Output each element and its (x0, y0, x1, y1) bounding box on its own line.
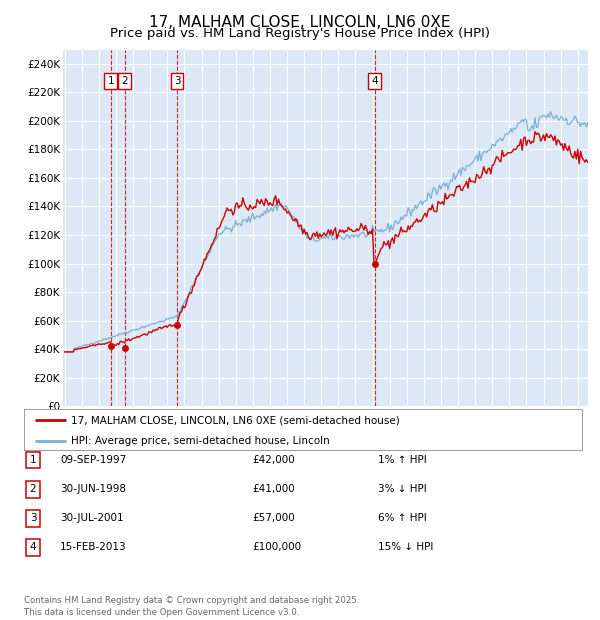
Text: 17, MALHAM CLOSE, LINCOLN, LN6 0XE: 17, MALHAM CLOSE, LINCOLN, LN6 0XE (149, 15, 451, 30)
Text: 17, MALHAM CLOSE, LINCOLN, LN6 0XE (semi-detached house): 17, MALHAM CLOSE, LINCOLN, LN6 0XE (semi… (71, 415, 400, 425)
Text: HPI: Average price, semi-detached house, Lincoln: HPI: Average price, semi-detached house,… (71, 436, 330, 446)
Text: 4: 4 (29, 542, 37, 552)
Text: Contains HM Land Registry data © Crown copyright and database right 2025.
This d: Contains HM Land Registry data © Crown c… (24, 596, 359, 617)
Text: £41,000: £41,000 (252, 484, 295, 494)
Text: £100,000: £100,000 (252, 542, 301, 552)
Text: 2: 2 (29, 484, 37, 494)
Text: 3: 3 (174, 76, 181, 86)
Text: 15% ↓ HPI: 15% ↓ HPI (378, 542, 433, 552)
Text: 1: 1 (107, 76, 114, 86)
Text: 30-JUL-2001: 30-JUL-2001 (60, 513, 124, 523)
Text: 30-JUN-1998: 30-JUN-1998 (60, 484, 126, 494)
Text: £57,000: £57,000 (252, 513, 295, 523)
Text: 6% ↑ HPI: 6% ↑ HPI (378, 513, 427, 523)
Text: 09-SEP-1997: 09-SEP-1997 (60, 455, 126, 465)
Text: 2: 2 (121, 76, 128, 86)
Text: 15-FEB-2013: 15-FEB-2013 (60, 542, 127, 552)
Text: 3: 3 (29, 513, 37, 523)
Text: 1: 1 (29, 455, 37, 465)
Text: 4: 4 (371, 76, 378, 86)
Text: 3% ↓ HPI: 3% ↓ HPI (378, 484, 427, 494)
Text: 1% ↑ HPI: 1% ↑ HPI (378, 455, 427, 465)
Text: Price paid vs. HM Land Registry's House Price Index (HPI): Price paid vs. HM Land Registry's House … (110, 27, 490, 40)
Text: £42,000: £42,000 (252, 455, 295, 465)
